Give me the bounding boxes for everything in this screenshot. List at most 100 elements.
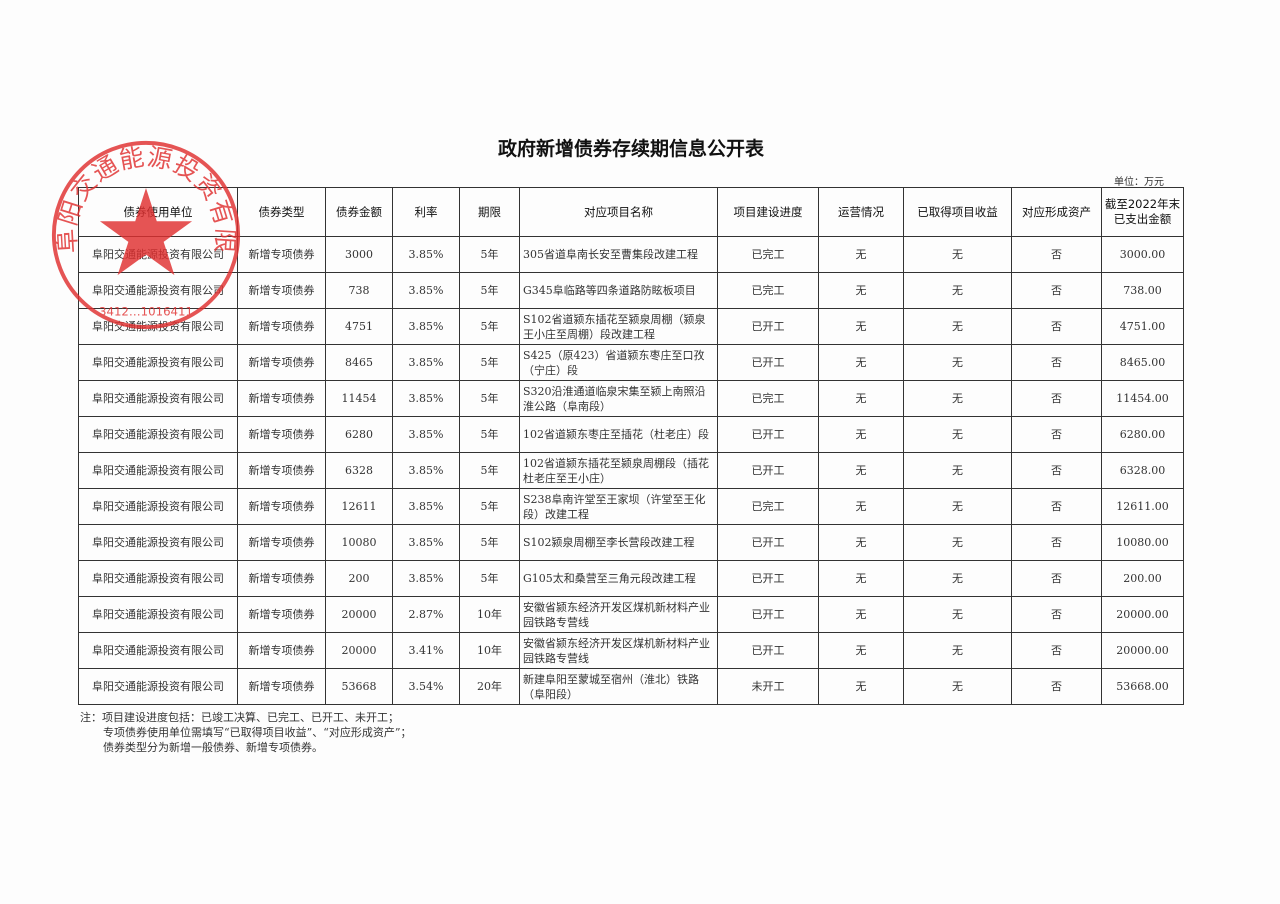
cell-project-name: 安徽省颍东经济开发区煤机新材料产业园铁路专营线 [519, 596, 718, 633]
cell-bond-amount: 8465 [325, 344, 393, 381]
cell-project-name: G345阜临路等四条道路防眩板项目 [519, 272, 718, 309]
cell-term: 5年 [459, 308, 520, 345]
cell-unit: 阜阳交通能源投资有限公司 [78, 488, 238, 525]
page-title: 政府新增债券存续期信息公开表 [497, 138, 764, 160]
cell-formed-assets: 否 [1011, 668, 1102, 705]
cell-bond-type: 新增专项债券 [237, 596, 326, 633]
cell-formed-assets: 否 [1011, 596, 1102, 633]
cell-formed-assets: 否 [1011, 524, 1102, 561]
cell-operation-status: 无 [818, 668, 904, 705]
table-row: 阜阳交通能源投资有限公司新增专项债券30003.85%5年305省道阜南长安至曹… [78, 236, 1184, 273]
cell-construction-progress: 已开工 [717, 416, 819, 453]
cell-bond-type: 新增专项债券 [237, 380, 326, 417]
cell-interest-rate: 3.85% [392, 308, 460, 345]
cell-interest-rate: 3.85% [392, 488, 460, 525]
cell-project-revenue: 无 [903, 344, 1012, 381]
cell-formed-assets: 否 [1011, 380, 1102, 417]
cell-term: 20年 [459, 668, 520, 705]
table-row: 阜阳交通能源投资有限公司 新增专项债券 6328 3.85% 5年 102省道颍东插花至颍… [78, 452, 1184, 489]
notes: 注：项目建设进度包括：已竣工决算、已完工、已开工、未开工； 专项债券使用单位需填… [80, 710, 412, 755]
cell-spent-amount: 20000.00 [1101, 596, 1184, 633]
header-bond-amount: 债券金额 [325, 187, 393, 237]
cell-spent-amount: 6280.00 [1101, 416, 1184, 453]
stamp-number: 3412…1016411 [99, 304, 193, 318]
cell-term: 5年 [459, 452, 520, 489]
cell-construction-progress: 已完工 [717, 380, 819, 417]
cell-bond-type: 新增专项债券 [237, 416, 326, 453]
cell-project-name: S102省道颍东插花至颍泉周棚（颍泉王小庄至周棚）段改建工程 [519, 308, 718, 345]
cell-construction-progress: 已开工 [717, 596, 819, 633]
table-row: 阜阳交通能源投资有限公司 新增专项债券 738 3.85% 5年 G345阜临路等四条道路… [78, 272, 1184, 309]
cell-interest-rate: 3.41% [392, 632, 460, 669]
cell-construction-progress: 已完工 [717, 272, 819, 309]
cell-project-name: S238阜南许堂至王家坝（许堂至王化段）改建工程 [519, 488, 718, 525]
header-bond-type: 债券类型 [237, 187, 326, 237]
header-operation-status: 运营情况 [818, 187, 904, 237]
cell-term: 5年 [459, 488, 520, 525]
cell-bond-amount: 20000 [325, 632, 393, 669]
cell-project-revenue: 无 [903, 524, 1012, 561]
cell-project-revenue: 无 [903, 236, 1012, 273]
cell-operation-status: 无 [818, 524, 904, 561]
cell-bond-type: 新增专项债券 [237, 272, 326, 309]
cell-unit: 阜阳交通能源投资有限公司 [78, 524, 238, 561]
cell-bond-type: 新增专项债券 [237, 344, 326, 381]
cell-formed-assets: 否 [1011, 560, 1102, 597]
cell-construction-progress: 已完工 [717, 488, 819, 525]
cell-bond-amount: 20000 [325, 596, 393, 633]
cell-term: 5年 [459, 380, 520, 417]
cell-interest-rate: 3.85% [392, 524, 460, 561]
cell-operation-status: 无 [818, 488, 904, 525]
cell-unit: 阜阳交通能源投资有限公司 [78, 416, 238, 453]
table-row: 阜阳交通能源投资有限公司 新增专项债券 6280 3.85% 5年 102省道颍东枣庄至插… [78, 416, 1184, 453]
cell-project-name: S425（原423）省道颍东枣庄至口孜（宁庄）段 [519, 344, 718, 381]
header-spent-amount: 截至2022年末已支出金额 [1101, 187, 1184, 237]
cell-construction-progress: 已开工 [717, 560, 819, 597]
cell-spent-amount: 12611.00 [1101, 488, 1184, 525]
cell-operation-status: 无 [818, 308, 904, 345]
cell-unit: 阜阳交通能源投资有限公司 [78, 560, 238, 597]
note-line: 注：项目建设进度包括：已竣工决算、已完工、已开工、未开工； [80, 711, 399, 724]
note-line: 专项债券使用单位需填写“已取得项目收益”、“对应形成资产”； [103, 726, 412, 739]
cell-unit: 阜阳交通能源投资有限公司 [78, 380, 238, 417]
cell-spent-amount: 8465.00 [1101, 344, 1184, 381]
cell-bond-amount: 12611 [325, 488, 393, 525]
table-row: 阜阳交通能源投资有限公司 新增专项债券 200 3.85% 5年 G105太和桑营至三角元… [78, 560, 1184, 597]
cell-interest-rate: 2.87% [392, 596, 460, 633]
cell-project-name: 新建阜阳至蒙城至宿州（淮北）铁路（阜阳段） [519, 668, 718, 705]
cell-operation-status: 无 [818, 236, 904, 273]
cell-spent-amount: 4751.00 [1101, 308, 1184, 345]
cell-operation-status: 无 [818, 560, 904, 597]
cell-bond-amount: 3000 [325, 236, 393, 273]
cell-project-revenue: 无 [903, 596, 1012, 633]
cell-bond-type: 新增专项债券 [237, 668, 326, 705]
cell-bond-type: 新增专项债券 [237, 452, 326, 489]
cell-formed-assets: 否 [1011, 344, 1102, 381]
cell-project-revenue: 无 [903, 308, 1012, 345]
cell-bond-amount: 6280 [325, 416, 393, 453]
cell-project-name: G105太和桑营至三角元段改建工程 [519, 560, 718, 597]
cell-construction-progress: 已完工 [717, 236, 819, 273]
cell-construction-progress: 已开工 [717, 452, 819, 489]
cell-formed-assets: 否 [1011, 236, 1102, 273]
cell-term: 10年 [459, 632, 520, 669]
unit-label: 单位：万元 [1114, 177, 1164, 188]
table-row: 阜阳交通能源投资有限公司 新增专项债券 12611 3.85% 5年 S238阜南许堂至王… [78, 488, 1184, 525]
cell-bond-type: 新增专项债券 [237, 524, 326, 561]
cell-bond-type: 新增专项债券 [237, 308, 326, 345]
cell-term: 5年 [459, 416, 520, 453]
table-row: 阜阳交通能源投资有限公司 新增专项债券 11454 3.85% 5年 S320沿淮通道临泉… [78, 380, 1184, 417]
cell-unit: 阜阳交通能源投资有限公司 [78, 344, 238, 381]
cell-spent-amount: 10080.00 [1101, 524, 1184, 561]
cell-term: 5年 [459, 344, 520, 381]
table-row: 阜阳交通能源投资有限公司 新增专项债券 20000 2.87% 10年 安徽省颍东经济开发… [78, 596, 1184, 633]
cell-project-revenue: 无 [903, 380, 1012, 417]
cell-construction-progress: 已开工 [717, 632, 819, 669]
cell-term: 5年 [459, 236, 520, 273]
cell-operation-status: 无 [818, 596, 904, 633]
cell-formed-assets: 否 [1011, 452, 1102, 489]
cell-term: 5年 [459, 272, 520, 309]
cell-spent-amount: 11454.00 [1101, 380, 1184, 417]
cell-project-revenue: 无 [903, 560, 1012, 597]
table-header-row: 债券使用单位 债券类型 债券金额 利率 期限 对应项目名称 项目建设进度 运营情况 已取得项目收… [78, 187, 1184, 237]
